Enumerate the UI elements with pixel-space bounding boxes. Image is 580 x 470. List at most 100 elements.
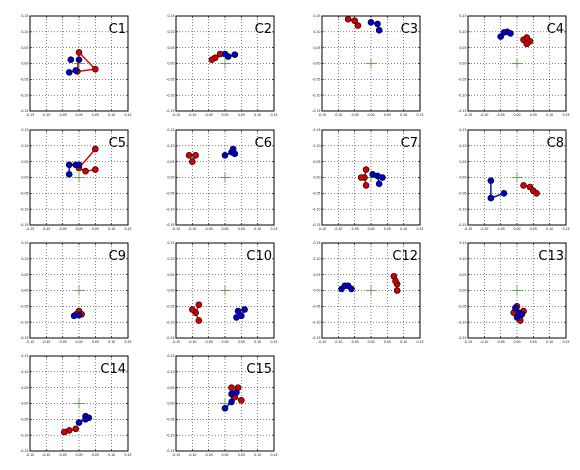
x-tick-label: -0.10: [334, 227, 342, 231]
panel-label: C14: [100, 362, 126, 377]
y-tick-label: -0.15: [312, 109, 320, 113]
red-point: [392, 277, 399, 285]
blue-point: [65, 69, 73, 76]
y-tick-label: -0.10: [20, 207, 28, 211]
x-tick-label: 0.10: [546, 113, 553, 117]
x-tick-label: -0.10: [42, 340, 50, 344]
x-tick-label: -0.15: [464, 113, 472, 117]
x-tick-label: -0.10: [480, 113, 488, 117]
x-tick-label: -0.15: [26, 340, 34, 344]
y-tick-label: 0.10: [21, 370, 28, 374]
y-tick-label: 0.15: [21, 354, 28, 358]
blue-point: [231, 51, 239, 58]
x-tick-label: 0.00: [221, 453, 228, 457]
x-tick-label: -0.15: [26, 113, 34, 117]
x-tick-label: 0.15: [124, 113, 131, 117]
x-tick-label: 0.10: [400, 227, 407, 231]
blue-point: [228, 398, 235, 406]
x-tick-label: -0.10: [188, 453, 196, 457]
y-tick-label: -0.05: [312, 304, 320, 308]
y-tick-label: 0.05: [167, 386, 174, 390]
red-point: [228, 384, 235, 391]
y-tick-label: -0.15: [166, 223, 174, 227]
y-tick-label: 0.15: [21, 241, 28, 245]
x-tick-label: 0.05: [384, 340, 391, 344]
x-tick-label: 0.00: [513, 227, 520, 231]
panel-c4: -0.15 -0.10 -0.05 0.00 0.05 0.10 0.15 0.15 0.10 0…: [458, 14, 569, 117]
x-tick-label: -0.05: [205, 227, 213, 231]
y-tick-label: 0.00: [21, 62, 28, 66]
y-tick-label: -0.10: [166, 433, 174, 437]
blue-point: [487, 177, 495, 184]
y-tick-label: -0.05: [312, 77, 320, 81]
y-tick-label: 0.05: [459, 273, 466, 277]
x-tick-label: -0.10: [188, 227, 196, 231]
x-tick-label: -0.05: [351, 340, 359, 344]
y-tick-label: -0.15: [312, 223, 320, 227]
x-tick-label: 0.10: [254, 453, 261, 457]
x-tick-label: -0.15: [464, 340, 472, 344]
y-tick-label: 0.05: [21, 160, 28, 164]
y-tick-label: 0.15: [313, 14, 320, 18]
y-tick-label: 0.10: [459, 257, 466, 261]
x-tick-label: -0.15: [172, 227, 180, 231]
y-tick-label: 0.15: [167, 14, 174, 18]
panel-c8: -0.15 -0.10 -0.05 0.00 0.05 0.10 0.15 0.15 0.10 0…: [458, 128, 569, 231]
x-tick-label: 0.10: [254, 113, 261, 117]
x-tick-label: -0.10: [480, 227, 488, 231]
x-tick-label: 0.05: [384, 227, 391, 231]
x-tick-label: -0.05: [59, 340, 67, 344]
y-tick-label: 0.10: [21, 144, 28, 148]
x-tick-label: 0.05: [92, 227, 99, 231]
x-tick-label: -0.15: [318, 227, 326, 231]
x-tick-label: 0.05: [384, 113, 391, 117]
red-point: [362, 182, 370, 189]
blue-point: [75, 161, 83, 169]
x-tick-label: -0.05: [205, 113, 213, 117]
blue-point: [512, 304, 519, 312]
red-point: [189, 158, 196, 165]
x-tick-label: 0.15: [416, 227, 423, 231]
x-tick-label: 0.10: [108, 227, 115, 231]
blue-point: [221, 404, 229, 412]
red-point: [393, 287, 401, 294]
red-point: [523, 40, 531, 48]
y-tick-label: 0.05: [21, 386, 28, 390]
y-tick-label: 0.05: [313, 273, 320, 277]
panel-label: C13: [538, 249, 564, 264]
panel-label: C2: [255, 22, 272, 37]
panel-label: C8: [547, 136, 564, 151]
y-tick-label: -0.15: [458, 223, 466, 227]
y-tick-label: 0.15: [313, 241, 320, 245]
panel-label: C1: [109, 22, 126, 37]
x-tick-label: 0.05: [238, 113, 245, 117]
blue-point: [500, 29, 508, 36]
red-point: [523, 34, 531, 41]
y-tick-label: 0.15: [21, 14, 28, 18]
y-tick-label: -0.10: [312, 93, 320, 97]
x-tick-label: 0.00: [367, 113, 374, 117]
y-tick-label: 0.05: [21, 46, 28, 50]
red-point: [92, 145, 99, 153]
y-tick-label: 0.15: [459, 241, 466, 245]
red-point: [362, 166, 370, 173]
red-point: [195, 301, 203, 309]
panel-c5: -0.15 -0.10 -0.05 0.00 0.05 0.10 0.15 0.15 0.10 0…: [20, 128, 131, 231]
x-tick-label: -0.10: [480, 340, 488, 344]
y-tick-label: 0.00: [167, 402, 174, 406]
panel-c3: -0.15 -0.10 -0.05 0.00 0.05 0.10 0.15 0.15 0.10 0…: [312, 14, 423, 117]
x-tick-label: -0.15: [318, 340, 326, 344]
red-point: [344, 15, 352, 23]
y-tick-label: 0.00: [21, 289, 28, 293]
red-point: [357, 174, 365, 181]
y-tick-label: -0.15: [458, 336, 466, 340]
y-tick-label: -0.15: [166, 109, 174, 113]
x-tick-label: -0.10: [42, 453, 50, 457]
y-tick-label: 0.00: [459, 176, 466, 180]
red-point: [75, 49, 83, 56]
red-point: [195, 317, 203, 324]
x-tick-label: 0.15: [562, 227, 569, 231]
y-tick-label: 0.15: [459, 14, 466, 18]
y-tick-label: 0.10: [167, 30, 174, 34]
